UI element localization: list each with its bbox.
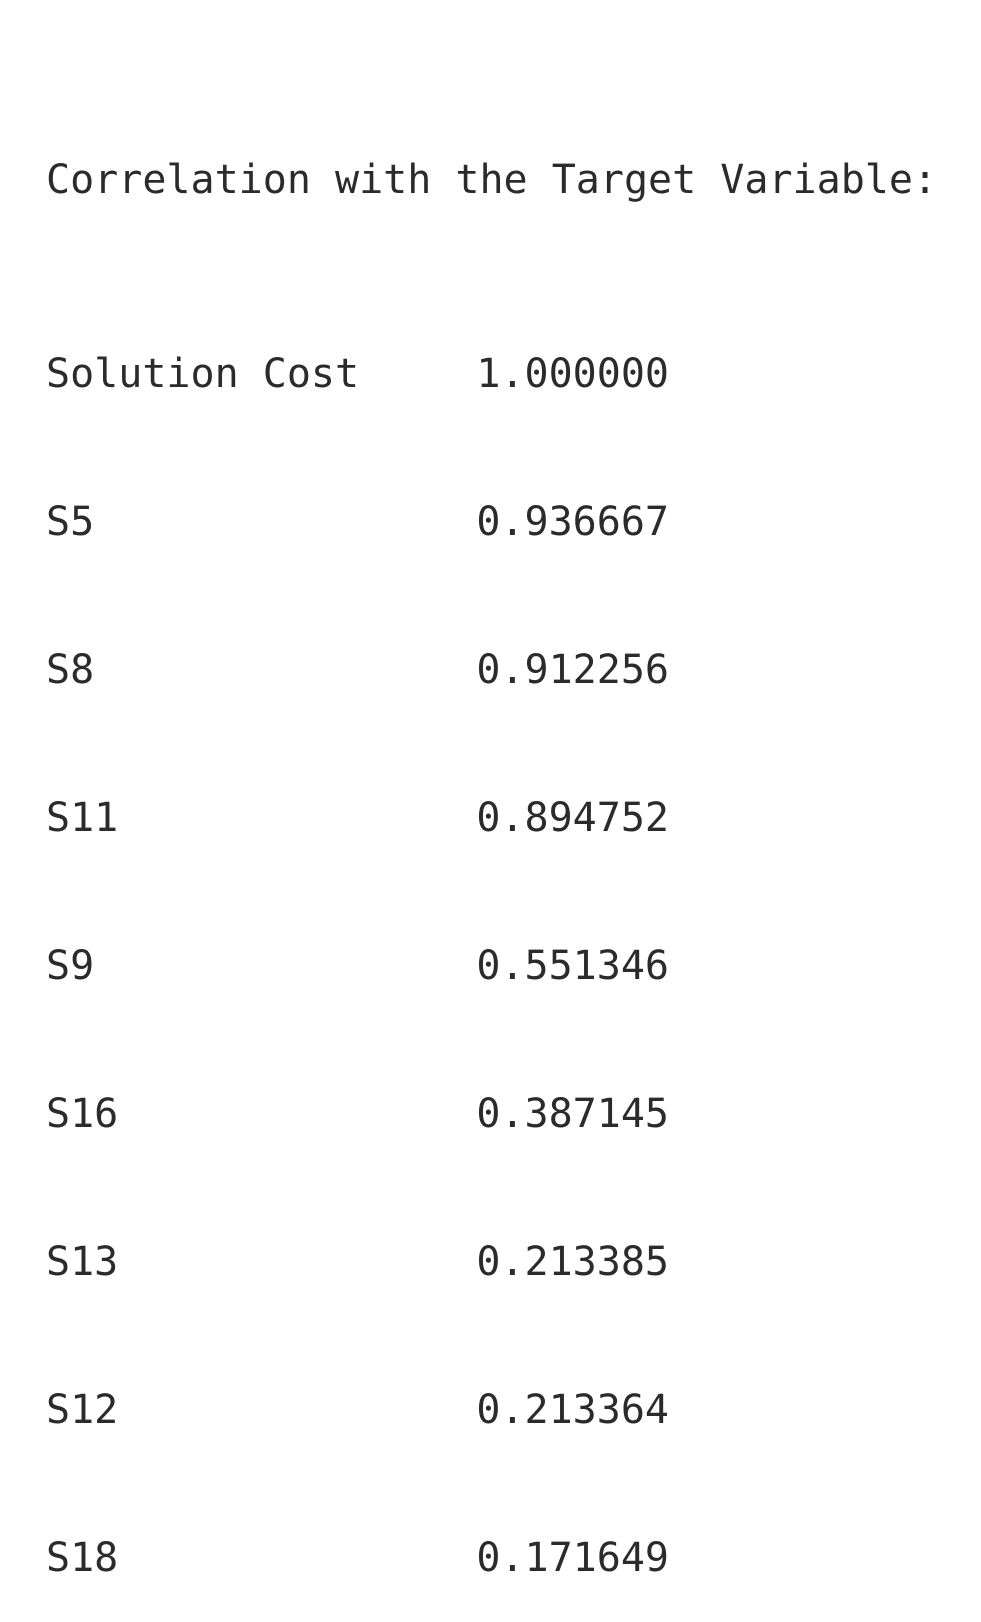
- variable-name: S11: [46, 795, 119, 841]
- correlation-row: Solution Cost 1.000000: [46, 346, 937, 402]
- correlation-value: 0.171649: [476, 1535, 669, 1581]
- variable-name: S8: [46, 647, 95, 693]
- correlation-value: 0.912256: [476, 647, 669, 693]
- output-title: Correlation with the Target Variable:: [46, 157, 938, 203]
- variable-name: S18: [46, 1535, 119, 1581]
- variable-name: S5: [46, 499, 95, 545]
- correlation-row: S5 0.936667: [46, 494, 937, 550]
- variable-name: S9: [46, 943, 95, 989]
- correlation-output: Correlation with the Target Variable: So…: [46, 60, 937, 1622]
- variable-name: Solution Cost: [46, 351, 360, 397]
- correlation-value: 1.000000: [476, 351, 669, 397]
- correlation-value: 0.894752: [476, 795, 669, 841]
- correlation-row: S8 0.912256: [46, 642, 937, 698]
- correlation-value: 0.213364: [476, 1387, 669, 1433]
- correlation-row: S13 0.213385: [46, 1234, 937, 1290]
- correlation-row: S11 0.894752: [46, 790, 937, 846]
- correlation-value: 0.936667: [476, 499, 669, 545]
- variable-name: S13: [46, 1239, 119, 1285]
- correlation-row: S16 0.387145: [46, 1086, 937, 1142]
- variable-name: S12: [46, 1387, 119, 1433]
- correlation-value: 0.213385: [476, 1239, 669, 1285]
- correlation-row: S9 0.551346: [46, 938, 937, 994]
- variable-name: S16: [46, 1091, 119, 1137]
- correlation-value: 0.551346: [476, 943, 669, 989]
- correlation-row: S12 0.213364: [46, 1382, 937, 1438]
- correlation-value: 0.387145: [476, 1091, 669, 1137]
- correlation-row: S18 0.171649: [46, 1530, 937, 1586]
